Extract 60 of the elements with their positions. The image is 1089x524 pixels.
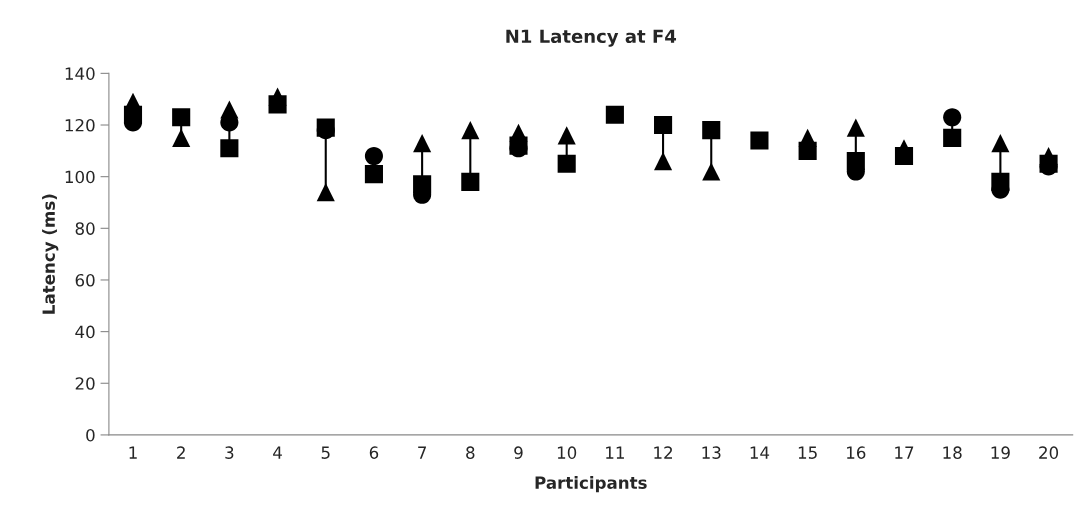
point — [220, 100, 239, 119]
point — [991, 172, 1010, 191]
x-tick-label: 2 — [177, 446, 185, 459]
point — [798, 141, 817, 160]
x-tick-label: 13 — [702, 446, 721, 459]
point — [894, 146, 914, 166]
chart-title: N1 Latency at F4 — [506, 29, 677, 47]
x-tick-label: 10 — [557, 446, 577, 459]
y-axis-title: Latency (ms) — [42, 194, 59, 314]
point — [557, 126, 576, 145]
x-tick-label: 11 — [606, 446, 624, 459]
x-tick-label: 18 — [943, 446, 962, 459]
x-tick-label: 5 — [321, 446, 330, 459]
point — [123, 105, 143, 124]
x-tick-label: 6 — [369, 446, 379, 459]
point — [172, 128, 191, 147]
y-tick-label: 100 — [65, 170, 95, 184]
point — [702, 162, 721, 181]
x-tick-label: 17 — [895, 446, 914, 459]
point — [413, 134, 432, 153]
point — [220, 139, 239, 158]
point — [413, 175, 432, 194]
x-tick-label: 16 — [847, 446, 866, 459]
point — [364, 165, 383, 184]
x-tick-label: 1 — [129, 446, 137, 459]
x-tick-label: 20 — [1039, 446, 1059, 459]
x-axis-title: Participants — [535, 476, 647, 493]
y-tick-label: 20 — [75, 377, 95, 390]
y-tick-label: 60 — [75, 273, 95, 287]
point — [846, 152, 865, 171]
x-tick-label: 8 — [466, 446, 475, 459]
point — [702, 121, 721, 140]
y-tick-label: 0 — [86, 428, 95, 442]
x-tick-label: 9 — [514, 446, 523, 459]
point — [654, 115, 673, 135]
x-tick-label: 19 — [991, 446, 1010, 459]
point — [943, 108, 962, 127]
x-tick-label: 7 — [418, 446, 426, 459]
y-tick-label: 80 — [75, 222, 95, 235]
x-tick-label: 4 — [273, 446, 282, 459]
point — [461, 121, 480, 140]
point — [991, 134, 1010, 153]
y-tick-label: 140 — [65, 67, 95, 80]
y-tick-label: 120 — [65, 118, 95, 132]
point — [605, 105, 624, 124]
point — [461, 172, 480, 191]
x-tick-label: 14 — [750, 446, 770, 459]
point — [943, 128, 962, 147]
point — [846, 118, 865, 137]
x-tick-label: 12 — [654, 446, 672, 459]
x-tick-label: 3 — [225, 446, 234, 459]
y-tick-label: 40 — [75, 325, 95, 339]
point — [654, 152, 673, 171]
point — [172, 108, 191, 127]
point — [364, 146, 383, 166]
point — [316, 183, 335, 202]
point — [557, 154, 576, 173]
x-tick-label: 15 — [798, 446, 817, 459]
point — [750, 131, 769, 150]
point — [268, 95, 287, 114]
